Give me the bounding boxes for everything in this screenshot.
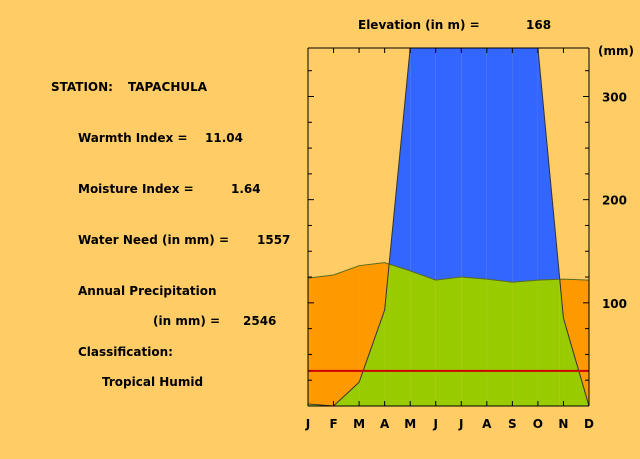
x-tick-label: M	[353, 417, 365, 431]
surplus-use-area	[389, 264, 411, 406]
x-tick-label: J	[432, 417, 437, 431]
x-tick-label: J	[305, 417, 310, 431]
y-tick-label: 100	[602, 297, 627, 311]
surplus-use-area	[461, 277, 487, 406]
elevation-label: Elevation (in m) =	[358, 18, 480, 32]
surplus-use-area	[537, 279, 560, 406]
x-tick-label: M	[404, 417, 416, 431]
classification-label: Classification:	[78, 345, 173, 359]
surplus-use-area	[486, 279, 513, 406]
y-axis-label: (mm)	[598, 44, 634, 58]
elevation-value: 168	[526, 18, 552, 32]
station-label: STATION:	[51, 80, 113, 94]
station-name: TAPACHULA	[128, 80, 208, 94]
x-tick-label: J	[458, 417, 463, 431]
x-tick-label: N	[558, 417, 568, 431]
x-tick-label: S	[508, 417, 517, 431]
water-surplus-area	[461, 48, 487, 280]
y-tick-label: 200	[602, 194, 627, 208]
water-deficit-area	[333, 265, 360, 406]
x-tick-label: O	[533, 417, 543, 431]
water-surplus-area	[410, 48, 436, 281]
x-tick-label: F	[329, 417, 337, 431]
water-surplus-area	[435, 48, 462, 281]
y-tick-label: 300	[602, 90, 627, 104]
moisture-index-value: 1.64	[231, 182, 261, 196]
x-tick-label: A	[482, 417, 492, 431]
warmth-index-label: Warmth Index =	[78, 131, 188, 145]
annual-precip-value: 2546	[243, 314, 277, 328]
surplus-use-area	[410, 270, 436, 406]
x-tick-label: A	[380, 417, 390, 431]
water-need-label: Water Need (in mm) =	[78, 233, 230, 247]
water-deficit-area	[563, 279, 589, 406]
surplus-use-area	[512, 280, 538, 406]
precip-use-area	[359, 310, 385, 406]
water-deficit-area	[359, 262, 385, 383]
surplus-use-area	[435, 277, 462, 406]
water-surplus-area	[512, 48, 538, 283]
moisture-index-label: Moisture Index =	[78, 182, 194, 196]
warmth-index-value: 11.04	[205, 131, 243, 145]
annual-precip-unit-label: (in mm) =	[153, 314, 221, 328]
water-surplus-area	[486, 48, 513, 283]
water-need-value: 1557	[257, 233, 291, 247]
x-tick-label: D	[584, 417, 594, 431]
annual-precip-label: Annual Precipitation	[78, 284, 217, 298]
water-need-line	[307, 262, 590, 283]
water-deficit-area	[308, 274, 334, 406]
classification-value: Tropical Humid	[102, 375, 204, 389]
